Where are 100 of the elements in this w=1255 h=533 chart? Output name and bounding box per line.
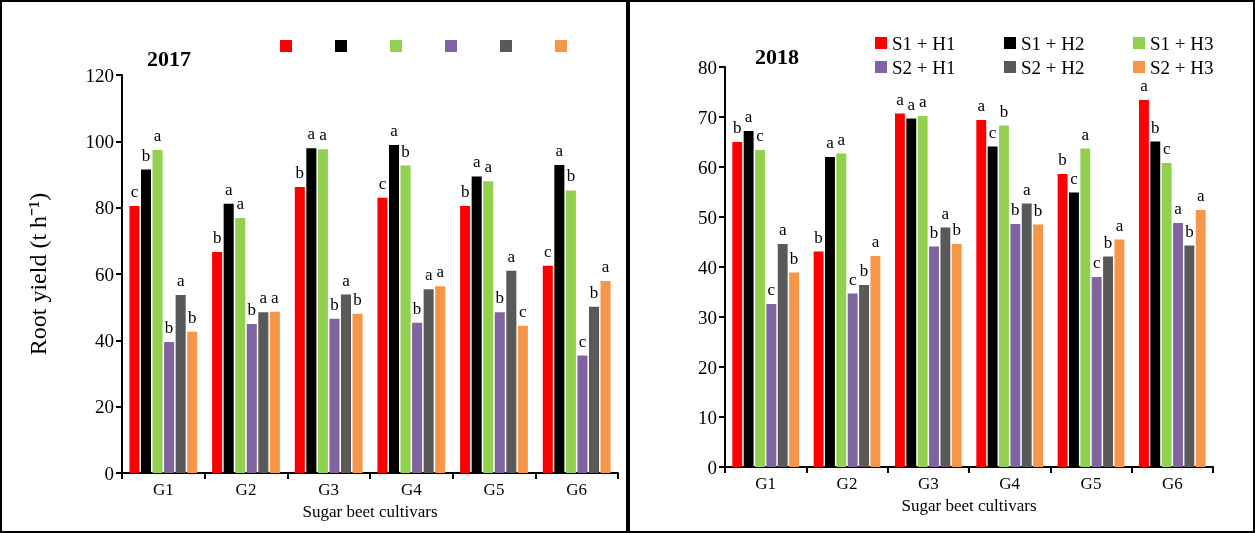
data-label: a bbox=[1196, 186, 1205, 205]
bar bbox=[164, 341, 175, 473]
data-label: c bbox=[1092, 253, 1101, 272]
bar bbox=[460, 206, 471, 473]
bar bbox=[483, 181, 494, 473]
x-tick-label: G5 bbox=[483, 480, 505, 499]
y-tick-label: 80 bbox=[698, 56, 717, 78]
x-tick-label: G6 bbox=[566, 480, 588, 499]
bar bbox=[976, 120, 987, 467]
x-tick-label: G2 bbox=[235, 480, 257, 499]
bar bbox=[894, 113, 905, 467]
data-label: a bbox=[224, 179, 233, 199]
y-tick-label: 20 bbox=[698, 356, 717, 378]
data-label: b bbox=[495, 288, 505, 308]
bar bbox=[600, 280, 611, 473]
bar bbox=[1173, 223, 1183, 467]
data-label: b bbox=[589, 282, 599, 302]
y-axis-title: Root yield (t h⁻¹) bbox=[25, 192, 51, 356]
bar bbox=[929, 246, 939, 467]
bar bbox=[1114, 239, 1125, 467]
data-label: b bbox=[952, 220, 961, 239]
data-label: b bbox=[330, 294, 339, 314]
x-axis-title: Sugar beet cultivars bbox=[901, 495, 1037, 515]
data-label: b bbox=[141, 145, 151, 165]
bar bbox=[294, 187, 305, 473]
data-label: a bbox=[259, 288, 268, 308]
data-label: b bbox=[187, 307, 197, 327]
y-tick-label: 40 bbox=[95, 329, 114, 351]
data-label: a bbox=[977, 96, 986, 115]
bar bbox=[1010, 224, 1021, 467]
data-label: b bbox=[999, 101, 1009, 121]
data-label: a bbox=[1022, 179, 1031, 199]
bar bbox=[588, 306, 600, 473]
data-label: a bbox=[472, 152, 481, 172]
x-tick-label: G1 bbox=[755, 474, 777, 493]
data-label: a bbox=[424, 265, 433, 285]
data-label: b bbox=[733, 118, 742, 137]
bar bbox=[542, 265, 553, 473]
data-label: a bbox=[342, 270, 351, 290]
bar bbox=[577, 355, 588, 473]
data-label: c bbox=[378, 173, 387, 193]
data-label: b bbox=[814, 227, 823, 247]
data-label: c bbox=[756, 126, 765, 145]
bar bbox=[813, 251, 824, 467]
bar bbox=[187, 331, 198, 473]
data-label: b bbox=[353, 289, 362, 309]
bar bbox=[1033, 224, 1044, 467]
data-label: a bbox=[153, 125, 162, 145]
data-label: b bbox=[789, 248, 799, 268]
bar bbox=[1184, 245, 1195, 467]
data-label: a bbox=[176, 270, 185, 290]
bar bbox=[329, 318, 340, 473]
data-label: c bbox=[519, 301, 528, 321]
data-label: b bbox=[401, 141, 410, 161]
y-tick-label: 100 bbox=[85, 130, 114, 152]
bar bbox=[789, 272, 800, 467]
bar bbox=[152, 149, 163, 473]
bar bbox=[423, 289, 434, 473]
bar bbox=[836, 153, 847, 467]
bar bbox=[494, 312, 505, 473]
y-tick-label: 30 bbox=[698, 306, 717, 328]
y-tick-label: 60 bbox=[698, 156, 717, 178]
legend-label: S2 + H2 bbox=[1021, 56, 1085, 78]
y-tick-label: 80 bbox=[95, 197, 114, 219]
data-label: a bbox=[1115, 215, 1124, 235]
y-tick-label: 60 bbox=[95, 263, 114, 285]
bar bbox=[400, 165, 411, 473]
x-tick-label: G2 bbox=[836, 474, 858, 493]
bar bbox=[777, 244, 788, 467]
data-label: c bbox=[130, 182, 139, 202]
bar bbox=[175, 294, 186, 473]
data-label: b bbox=[1103, 232, 1113, 252]
x-tick-label: G4 bbox=[999, 474, 1021, 493]
y-tick-label: 10 bbox=[698, 406, 717, 428]
y-tick-label: 70 bbox=[698, 106, 717, 128]
y-tick-label: 40 bbox=[698, 256, 717, 278]
data-label: a bbox=[941, 203, 950, 223]
data-label: b bbox=[412, 298, 422, 318]
x-tick-label: G6 bbox=[1161, 474, 1183, 493]
data-label: a bbox=[778, 220, 787, 239]
data-label: a bbox=[484, 157, 493, 177]
bar bbox=[1080, 148, 1091, 467]
data-label: b bbox=[1033, 200, 1043, 220]
data-label: b bbox=[247, 300, 257, 320]
data-label: a bbox=[896, 89, 905, 109]
bar bbox=[847, 293, 858, 467]
x-tick-label: G1 bbox=[152, 480, 174, 499]
data-label: a bbox=[236, 193, 245, 213]
data-label: b bbox=[566, 166, 576, 186]
bar bbox=[870, 256, 881, 467]
bar bbox=[917, 116, 928, 467]
x-tick-label: G5 bbox=[1080, 474, 1102, 493]
data-label: a bbox=[390, 120, 399, 140]
bar bbox=[766, 304, 777, 467]
data-label: b bbox=[859, 261, 869, 280]
data-label: c bbox=[1070, 168, 1079, 188]
data-label: a bbox=[918, 92, 927, 111]
y-tick-label: 0 bbox=[104, 462, 114, 484]
data-label: a bbox=[507, 246, 516, 266]
bar bbox=[517, 325, 528, 473]
